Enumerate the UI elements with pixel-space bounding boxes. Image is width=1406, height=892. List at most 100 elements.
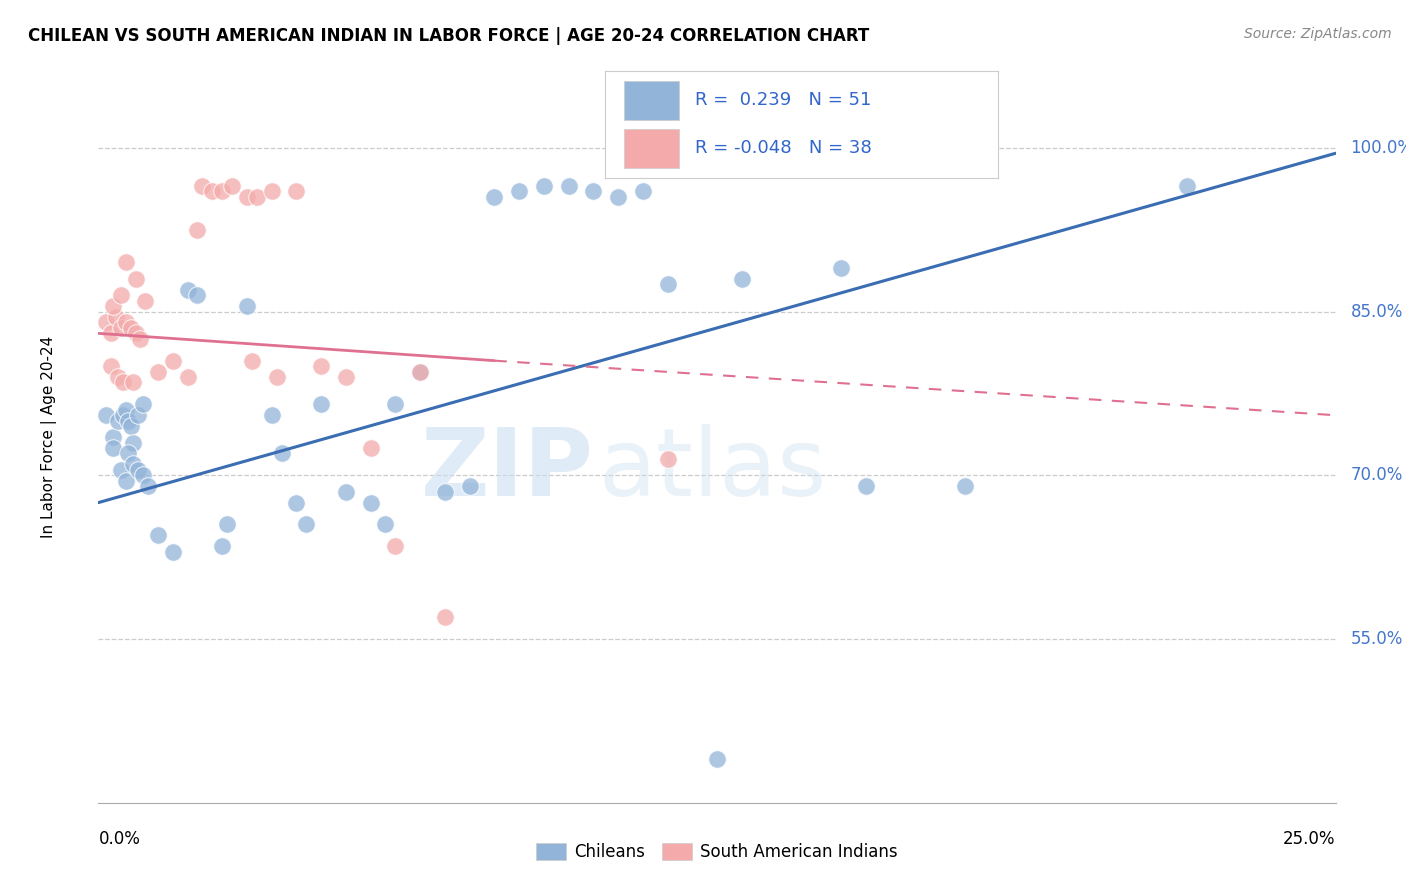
Point bbox=[731, 272, 754, 286]
Point bbox=[120, 321, 142, 335]
Text: 85.0%: 85.0% bbox=[1351, 302, 1403, 320]
Point bbox=[110, 321, 132, 335]
Point bbox=[508, 185, 530, 199]
Point bbox=[176, 283, 198, 297]
Point bbox=[114, 315, 136, 329]
Point bbox=[221, 179, 243, 194]
Point bbox=[107, 370, 129, 384]
Point bbox=[246, 190, 269, 204]
Point bbox=[132, 468, 155, 483]
Point bbox=[124, 272, 146, 286]
Point bbox=[360, 495, 382, 509]
Point bbox=[127, 409, 149, 423]
Text: 25.0%: 25.0% bbox=[1284, 830, 1336, 848]
Point bbox=[110, 288, 132, 302]
Point bbox=[657, 451, 679, 466]
Point bbox=[201, 185, 224, 199]
Point bbox=[285, 495, 308, 509]
Point bbox=[186, 288, 208, 302]
Point bbox=[120, 419, 142, 434]
Text: In Labor Force | Age 20-24: In Labor Force | Age 20-24 bbox=[41, 336, 56, 538]
Point bbox=[114, 255, 136, 269]
Point bbox=[260, 409, 283, 423]
Point bbox=[236, 190, 259, 204]
Point bbox=[103, 299, 125, 313]
Point bbox=[112, 409, 135, 423]
Point bbox=[122, 376, 145, 390]
Bar bbox=[624, 81, 679, 120]
Legend: Chileans, South American Indians: Chileans, South American Indians bbox=[530, 836, 904, 868]
Point bbox=[409, 365, 432, 379]
Point bbox=[100, 326, 122, 341]
Point bbox=[458, 479, 481, 493]
Point bbox=[103, 441, 125, 455]
Point bbox=[127, 463, 149, 477]
Point bbox=[484, 190, 506, 204]
Point bbox=[433, 484, 456, 499]
Point bbox=[100, 359, 122, 373]
Point bbox=[631, 185, 654, 199]
Point bbox=[657, 277, 679, 292]
Point bbox=[270, 446, 292, 460]
Point bbox=[1175, 179, 1198, 194]
Text: R =  0.239   N = 51: R = 0.239 N = 51 bbox=[695, 91, 872, 109]
Point bbox=[211, 185, 233, 199]
Point bbox=[146, 365, 169, 379]
Point bbox=[122, 458, 145, 472]
Point bbox=[134, 293, 156, 308]
Point bbox=[260, 185, 283, 199]
Point bbox=[112, 376, 135, 390]
Point bbox=[107, 414, 129, 428]
Point bbox=[582, 185, 605, 199]
Point bbox=[706, 752, 728, 766]
Point bbox=[110, 463, 132, 477]
Point bbox=[117, 446, 139, 460]
Point bbox=[557, 179, 579, 194]
Text: 55.0%: 55.0% bbox=[1351, 630, 1403, 648]
Point bbox=[122, 435, 145, 450]
Point bbox=[309, 397, 332, 411]
Point bbox=[607, 190, 630, 204]
Point bbox=[117, 414, 139, 428]
Point bbox=[236, 299, 259, 313]
Point bbox=[285, 185, 308, 199]
Text: ZIP: ZIP bbox=[420, 424, 593, 516]
Point bbox=[132, 397, 155, 411]
Point bbox=[240, 353, 263, 368]
Point bbox=[129, 332, 152, 346]
Point bbox=[124, 326, 146, 341]
Point bbox=[374, 517, 396, 532]
Point bbox=[103, 430, 125, 444]
Point bbox=[217, 517, 239, 532]
Point bbox=[295, 517, 318, 532]
Point bbox=[384, 539, 406, 553]
Point bbox=[266, 370, 288, 384]
Point bbox=[104, 310, 127, 324]
Point bbox=[433, 610, 456, 624]
Point bbox=[94, 409, 117, 423]
Point bbox=[855, 479, 877, 493]
Point bbox=[176, 370, 198, 384]
Point bbox=[146, 528, 169, 542]
Point bbox=[953, 479, 976, 493]
Point bbox=[335, 370, 357, 384]
Point bbox=[186, 222, 208, 236]
Text: atlas: atlas bbox=[599, 424, 827, 516]
Text: R = -0.048   N = 38: R = -0.048 N = 38 bbox=[695, 139, 872, 157]
Text: Source: ZipAtlas.com: Source: ZipAtlas.com bbox=[1244, 27, 1392, 41]
Point bbox=[384, 397, 406, 411]
Point bbox=[409, 365, 432, 379]
Point bbox=[94, 315, 117, 329]
Point bbox=[114, 474, 136, 488]
Point bbox=[114, 402, 136, 417]
Point bbox=[360, 441, 382, 455]
Point bbox=[335, 484, 357, 499]
Text: 100.0%: 100.0% bbox=[1351, 139, 1406, 157]
Point bbox=[162, 545, 184, 559]
Point bbox=[136, 479, 159, 493]
Bar bbox=[624, 129, 679, 168]
Text: CHILEAN VS SOUTH AMERICAN INDIAN IN LABOR FORCE | AGE 20-24 CORRELATION CHART: CHILEAN VS SOUTH AMERICAN INDIAN IN LABO… bbox=[28, 27, 869, 45]
Point bbox=[830, 260, 852, 275]
Point bbox=[211, 539, 233, 553]
Point bbox=[162, 353, 184, 368]
